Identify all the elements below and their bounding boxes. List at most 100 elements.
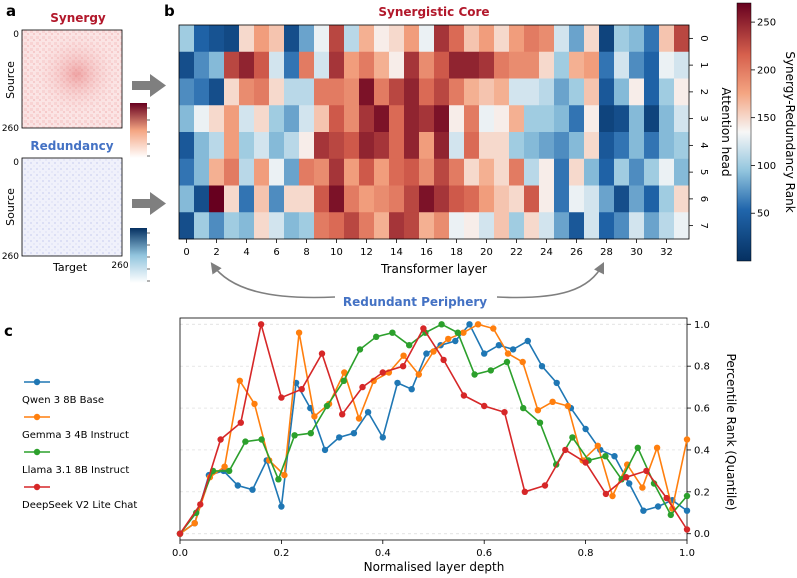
redundancy-title: Redundancy — [30, 139, 113, 153]
colorbar-tick-label: 50 — [757, 209, 770, 220]
heatmap-cell-h0-l9 — [314, 25, 330, 53]
heatmap-y-tick-label: 3 — [698, 115, 709, 121]
series-point-qwen-3-8b-base — [379, 434, 386, 441]
series-point-qwen-3-8b-base — [350, 430, 358, 437]
series-point-llama-3-1-8b-instruct — [536, 419, 544, 426]
heatmap-cell-h1-l27 — [584, 51, 600, 79]
heatmap-cell-h2-l11 — [344, 78, 360, 106]
heatmap-cell-h7-l14 — [389, 212, 405, 240]
heatmap-x-tick-label: 8 — [303, 247, 309, 258]
heatmap-cell-h6-l15 — [404, 185, 420, 213]
line-chart-y-ticks: 0.0 0.2 0.4 0.6 0.8 1.0 — [687, 320, 710, 540]
panel-c: c 0.0 0.2 0.4 0.6 0.8 1.0 0.00.20.40.60.81.0 … — [4, 317, 738, 574]
heatmap-cell-h5-l32 — [659, 158, 675, 186]
colorbar-tick-label: 150 — [757, 113, 776, 124]
series-point-gemma-3-4b-instruct — [594, 442, 601, 449]
line-y-tick-label: 0.2 — [694, 487, 710, 498]
heatmap-cell-h3-l3 — [224, 105, 240, 133]
heatmap-cell-h2-l9 — [314, 78, 330, 106]
series-point-qwen-3-8b-base — [481, 350, 488, 357]
line-chart-xlabel: Normalised layer depth — [364, 560, 505, 574]
series-point-qwen-3-8b-base — [466, 321, 473, 328]
heatmap-cell-h3-l32 — [659, 105, 675, 133]
heatmap-x-tick-label: 20 — [480, 247, 493, 258]
heatmap-cell-h2-l4 — [239, 78, 255, 106]
heatmap-cell-h0-l0 — [179, 25, 195, 53]
heatmap-cell-h7-l11 — [344, 212, 360, 240]
heatmap-cell-h6-l30 — [629, 185, 645, 213]
heatmap-cell-h6-l4 — [239, 185, 255, 213]
heatmap-cell-h0-l7 — [284, 25, 300, 53]
series-point-deepseek-v2-lite-chat — [257, 321, 265, 328]
heatmap-cell-h6-l16 — [419, 185, 435, 213]
heatmap-cell-h0-l5 — [254, 25, 270, 53]
heatmap-cell-h6-l10 — [329, 185, 345, 213]
series-point-llama-3-1-8b-instruct — [389, 329, 396, 336]
heatmap-cell-h0-l30 — [629, 25, 645, 53]
series-point-deepseek-v2-lite-chat — [663, 494, 670, 502]
line-x-tick-label: 0.2 — [273, 548, 289, 559]
redundancy-tick-x260: 260 — [111, 261, 128, 271]
heatmap-cell-h7-l26 — [569, 212, 585, 240]
heatmap-cell-h4-l17 — [434, 132, 450, 160]
heatmap-colorbar: 50 100 150 200 250 — [736, 2, 776, 262]
flow-arrow-top — [132, 74, 166, 97]
heatmap-cell-h7-l13 — [374, 212, 390, 240]
heatmap-cell-h6-l2 — [209, 185, 225, 213]
heatmap-y-tick-label: 5 — [698, 169, 709, 175]
line-x-tick-label: 0.0 — [172, 548, 188, 559]
series-point-deepseek-v2-lite-chat — [217, 436, 224, 443]
line-y-tick-label: 0.4 — [694, 445, 710, 456]
synergy-matrix — [21, 29, 123, 129]
heatmap-cell-h7-l0 — [179, 212, 195, 240]
line-chart-grid — [180, 323, 687, 535]
heatmap-cell-h5-l23 — [524, 158, 540, 186]
series-point-qwen-3-8b-base — [394, 379, 401, 387]
series-point-deepseek-v2-lite-chat — [521, 488, 528, 495]
heatmap-cell-h7-l15 — [404, 212, 420, 240]
series-point-llama-3-1-8b-instruct — [193, 509, 200, 516]
periphery-label: Redundant Periphery — [343, 295, 487, 309]
heatmap-cell-h7-l8 — [299, 212, 315, 240]
heatmap-cell-h2-l13 — [374, 78, 390, 106]
panel-a-letter: a — [6, 2, 16, 20]
heatmap-cell-h2-l24 — [539, 78, 555, 106]
series-point-qwen-3-8b-base — [611, 453, 618, 460]
line-chart-x-ticks: 0.0 0.2 0.4 0.6 0.8 1.0 — [172, 540, 695, 559]
line-y-tick-label: 0.6 — [694, 404, 710, 415]
heatmap-cell-h0-l26 — [569, 25, 585, 53]
heatmap-title: Synergistic Core — [378, 5, 489, 19]
heatmap-cell-h2-l22 — [509, 78, 525, 106]
heatmap-cell-h2-l26 — [569, 78, 585, 106]
heatmap-cell-h4-l19 — [464, 132, 480, 160]
heatmap-cell-h1-l28 — [599, 51, 615, 79]
heatmap-cell-h4-l7 — [284, 132, 300, 160]
series-point-deepseek-v2-lite-chat — [541, 482, 549, 489]
series-point-gemma-3-4b-instruct — [564, 402, 572, 410]
flow-arrow-bottom — [132, 192, 166, 215]
heatmap-cell-h4-l13 — [374, 132, 390, 160]
heatmap-cell-h1-l20 — [479, 51, 495, 79]
heatmap-cell-h6-l14 — [389, 185, 405, 213]
heatmap-cell-h5-l13 — [374, 158, 390, 186]
series-point-deepseek-v2-lite-chat — [379, 369, 386, 376]
heatmap-y-tick-label: 1 — [698, 62, 709, 68]
heatmap-cell-h3-l8 — [299, 105, 315, 133]
legend-label-qwen-3-8b-base: Qwen 3 8B Base — [22, 395, 104, 406]
heatmap-cell-h3-l15 — [404, 105, 420, 133]
heatmap-x-tick-label: 30 — [630, 247, 643, 258]
series-point-llama-3-1-8b-instruct — [356, 346, 364, 353]
heatmap-cell-h4-l0 — [179, 132, 195, 160]
heatmap-cell-h0-l13 — [374, 25, 390, 53]
heatmap-frame — [178, 24, 690, 240]
heatmap-x-tick-label: 28 — [600, 247, 613, 258]
heatmap-cell-h2-l3 — [224, 78, 240, 106]
heatmap-cell-h7-l31 — [644, 212, 660, 240]
heatmap-cell-h6-l11 — [344, 185, 360, 213]
series-line-gemma-3-4b-instruct — [179, 323, 688, 535]
series-point-gemma-3-4b-instruct — [415, 371, 422, 378]
heatmap-cell-h6-l5 — [254, 185, 270, 213]
redundancy-colorbar — [130, 228, 150, 283]
heatmap-cell-h0-l2 — [209, 25, 225, 53]
series-line-deepseek-v2-lite-chat — [179, 324, 688, 535]
